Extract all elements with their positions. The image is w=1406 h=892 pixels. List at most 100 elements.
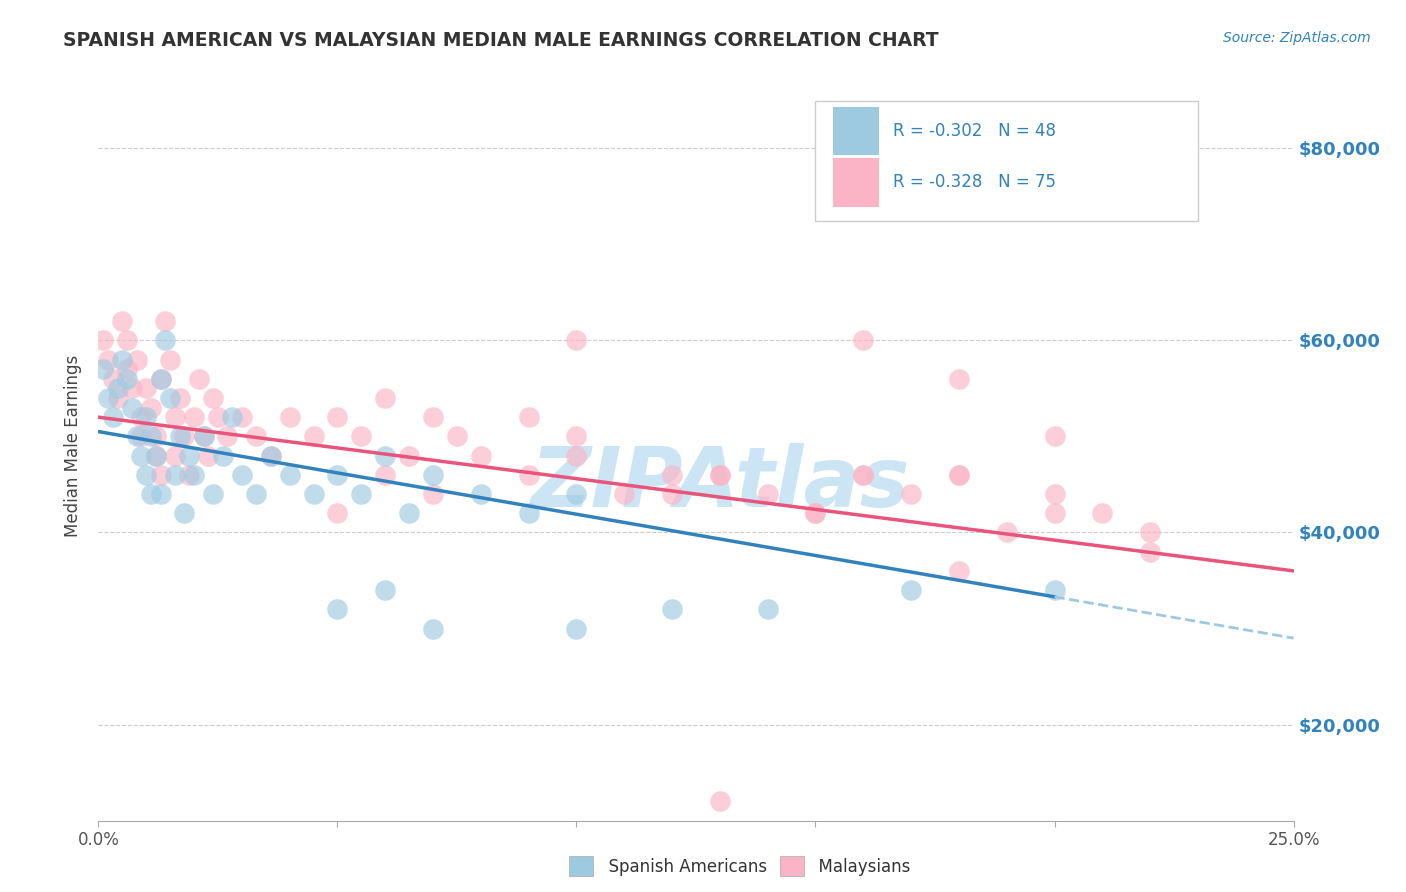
- Point: [159, 391, 181, 405]
- Point: [211, 449, 233, 463]
- Point: [97, 352, 120, 367]
- Point: [245, 429, 267, 443]
- Point: [565, 334, 588, 348]
- Point: [326, 410, 349, 425]
- Point: [326, 506, 349, 520]
- Point: [149, 372, 172, 386]
- Point: [661, 487, 683, 501]
- Point: [709, 467, 731, 482]
- Point: [709, 794, 731, 808]
- Point: [900, 583, 922, 598]
- Point: [111, 314, 134, 328]
- Point: [804, 506, 827, 520]
- Point: [350, 429, 373, 443]
- Point: [565, 487, 588, 501]
- Point: [149, 487, 172, 501]
- Point: [221, 410, 243, 425]
- Point: [163, 410, 186, 425]
- Point: [446, 429, 468, 443]
- Point: [259, 449, 281, 463]
- Point: [179, 467, 201, 482]
- Point: [101, 410, 124, 425]
- Point: [135, 467, 157, 482]
- Point: [852, 334, 875, 348]
- Point: [302, 487, 325, 501]
- Point: [131, 429, 153, 443]
- Point: [145, 429, 167, 443]
- Point: [97, 391, 120, 405]
- Point: [245, 487, 267, 501]
- Point: [948, 564, 970, 578]
- Point: [517, 410, 540, 425]
- Point: [517, 506, 540, 520]
- Point: [139, 487, 162, 501]
- Point: [231, 467, 253, 482]
- Point: [900, 487, 922, 501]
- Point: [1043, 487, 1066, 501]
- Point: [121, 381, 143, 395]
- Point: [183, 467, 205, 482]
- Point: [1139, 544, 1161, 558]
- Point: [852, 467, 875, 482]
- Bar: [834, 106, 879, 155]
- Text: ZIPAtlas: ZIPAtlas: [530, 443, 910, 524]
- Point: [350, 487, 373, 501]
- Point: [202, 487, 225, 501]
- Text: R = -0.328   N = 75: R = -0.328 N = 75: [893, 173, 1056, 192]
- Point: [173, 506, 195, 520]
- Point: [145, 449, 167, 463]
- Point: [193, 429, 215, 443]
- Point: [1043, 506, 1066, 520]
- Point: [155, 334, 177, 348]
- Point: [995, 525, 1018, 540]
- FancyBboxPatch shape: [815, 102, 1198, 221]
- Point: [101, 372, 124, 386]
- Point: [259, 449, 281, 463]
- Point: [231, 410, 253, 425]
- Point: [107, 381, 129, 395]
- Point: [107, 391, 129, 405]
- Point: [470, 487, 492, 501]
- Point: [173, 429, 195, 443]
- Point: [470, 449, 492, 463]
- Point: [159, 352, 181, 367]
- Point: [613, 487, 636, 501]
- Point: [149, 372, 172, 386]
- Point: [422, 467, 444, 482]
- Point: [145, 449, 167, 463]
- Point: [183, 410, 205, 425]
- Y-axis label: Median Male Earnings: Median Male Earnings: [65, 355, 83, 537]
- Point: [135, 410, 157, 425]
- Point: [278, 467, 301, 482]
- Point: [948, 467, 970, 482]
- Text: Spanish Americans: Spanish Americans: [598, 858, 766, 876]
- Point: [1139, 525, 1161, 540]
- Point: [155, 314, 177, 328]
- Point: [115, 334, 138, 348]
- Point: [131, 449, 153, 463]
- Point: [131, 410, 153, 425]
- Point: [135, 381, 157, 395]
- Point: [804, 506, 827, 520]
- Point: [302, 429, 325, 443]
- Point: [1091, 506, 1114, 520]
- Point: [139, 429, 162, 443]
- Point: [374, 583, 396, 598]
- Point: [193, 429, 215, 443]
- Text: Source: ZipAtlas.com: Source: ZipAtlas.com: [1223, 31, 1371, 45]
- Point: [709, 467, 731, 482]
- Point: [187, 372, 209, 386]
- Point: [91, 362, 114, 376]
- Point: [169, 429, 191, 443]
- Text: R = -0.302   N = 48: R = -0.302 N = 48: [893, 122, 1056, 140]
- Point: [565, 449, 588, 463]
- Point: [169, 391, 191, 405]
- Point: [179, 449, 201, 463]
- Point: [852, 467, 875, 482]
- Point: [374, 449, 396, 463]
- Point: [422, 487, 444, 501]
- Point: [197, 449, 219, 463]
- Point: [948, 372, 970, 386]
- Point: [661, 467, 683, 482]
- Bar: [834, 158, 879, 207]
